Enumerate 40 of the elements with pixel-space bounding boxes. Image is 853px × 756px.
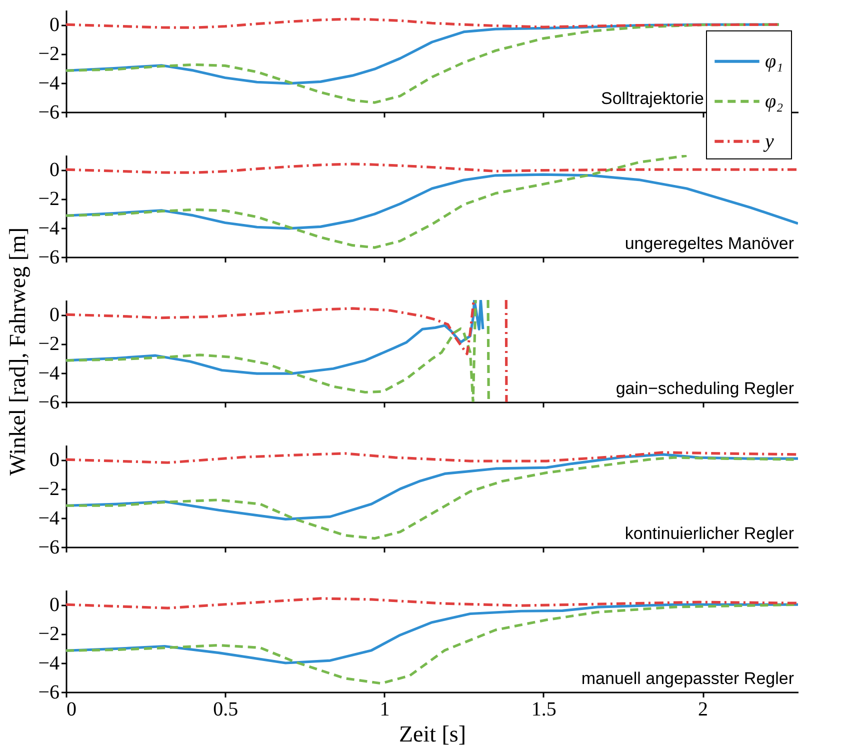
x-axis-title: Zeit [s] <box>398 722 466 746</box>
y-tick-label: −2 <box>38 478 60 500</box>
y-tick-label: −4 <box>38 217 60 240</box>
y-tick-label: −2 <box>38 623 60 646</box>
y-tick-label: 0 <box>50 594 60 616</box>
line-series <box>66 451 798 464</box>
y-tick-label: −6 <box>38 682 60 704</box>
y-tick-label: −4 <box>38 652 60 674</box>
line-series <box>66 18 780 29</box>
x-tick-label: 0.5 <box>213 698 238 720</box>
y-tick-label: −6 <box>38 246 60 268</box>
y-tick-label: −6 <box>38 392 60 414</box>
legend-label: φ₂ <box>765 90 784 112</box>
annotation: gain−scheduling Regler <box>616 379 794 398</box>
x-tick-label: 1 <box>380 698 390 720</box>
x-tick-label: 1.5 <box>531 698 556 720</box>
line-series <box>66 162 798 174</box>
y-tick-label: −6 <box>38 536 60 558</box>
x-tick-label: 0 <box>66 698 76 720</box>
y-tick-label: 0 <box>50 14 60 36</box>
x-tick-label: 2 <box>698 698 708 720</box>
y-tick-label: 0 <box>50 304 60 326</box>
y-tick-label: −4 <box>38 507 60 530</box>
annotation: manuell angepasster Regler <box>581 669 794 688</box>
y-tick-label: 0 <box>50 449 60 472</box>
legend-label: y <box>763 130 774 152</box>
line-series <box>66 173 798 230</box>
y-tick-label: −6 <box>38 102 60 124</box>
y-axis-title: Winkel [rad], Fahrweg [m] <box>5 227 30 476</box>
legend-label: φ₁ <box>765 50 784 72</box>
y-tick-label: 0 <box>50 159 60 182</box>
y-tick-label: −4 <box>38 72 60 94</box>
line-series <box>66 597 798 610</box>
annotation: ungeregeltes Manöver <box>624 234 794 253</box>
annotation: Solltrajektorie <box>601 89 704 108</box>
y-tick-label: −2 <box>38 43 60 66</box>
y-tick-label: −2 <box>38 188 60 210</box>
annotation: kontinuierlicher Regler <box>624 524 794 543</box>
y-tick-label: −4 <box>38 362 60 384</box>
y-tick-label: −2 <box>38 333 60 356</box>
